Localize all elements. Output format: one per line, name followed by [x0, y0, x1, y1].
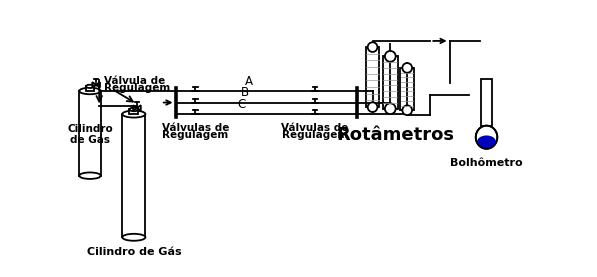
Text: B: B [241, 86, 249, 99]
Text: Rotâmetros: Rotâmetros [337, 126, 455, 144]
Bar [481, 79, 492, 126]
Bar [365, 47, 380, 107]
Ellipse shape [122, 234, 146, 241]
Circle shape [385, 51, 396, 62]
Text: Válvulas de: Válvulas de [281, 123, 349, 133]
Ellipse shape [122, 111, 146, 117]
Text: Regulagem: Regulagem [104, 83, 170, 93]
Circle shape [136, 107, 138, 109]
Text: C: C [237, 98, 245, 111]
Bar [79, 91, 101, 176]
Circle shape [96, 84, 97, 86]
Text: de Gás: de Gás [70, 135, 110, 145]
Circle shape [368, 102, 377, 112]
Ellipse shape [86, 85, 94, 88]
Ellipse shape [79, 88, 101, 94]
Bar [383, 56, 398, 109]
Bar [122, 114, 146, 237]
Ellipse shape [476, 126, 497, 149]
Text: A: A [245, 75, 253, 88]
Text: Cilindro: Cilindro [67, 124, 113, 134]
Circle shape [368, 42, 377, 52]
Ellipse shape [130, 108, 139, 111]
Circle shape [402, 63, 412, 73]
Text: Válvula de: Válvula de [104, 76, 165, 86]
Circle shape [385, 103, 396, 114]
Text: Válvulas de: Válvulas de [162, 123, 229, 133]
Bar [400, 68, 414, 110]
Circle shape [402, 105, 412, 115]
Bar [86, 86, 94, 91]
Ellipse shape [79, 173, 101, 179]
Text: Cilindro de Gás: Cilindro de Gás [87, 247, 181, 257]
Text: Bolhômetro: Bolhômetro [450, 158, 523, 168]
Bar [130, 109, 139, 114]
Ellipse shape [477, 135, 496, 148]
Text: Regulagem: Regulagem [282, 130, 348, 140]
Text: Regulagem: Regulagem [162, 130, 229, 140]
